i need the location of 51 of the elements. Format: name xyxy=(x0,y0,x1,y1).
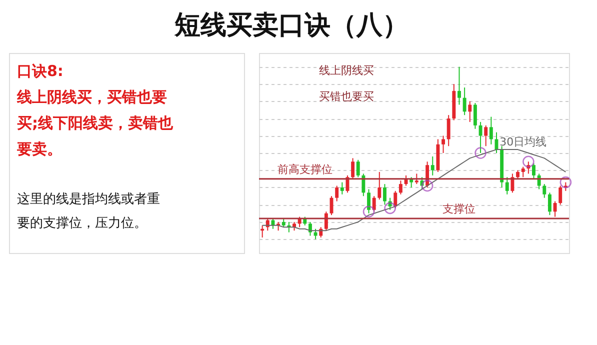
candlestick xyxy=(458,66,461,106)
point xyxy=(421,180,434,192)
candlestick xyxy=(367,188,370,214)
candlestick xyxy=(346,174,350,194)
text: 买;线下阳线卖，卖错也 xyxy=(17,114,174,132)
candlestick xyxy=(335,185,339,202)
text: 要卖。 xyxy=(16,140,62,158)
annotation: 线上阴线买 xyxy=(319,64,374,77)
ref-line-label: 支撑位 xyxy=(442,202,476,216)
candlestick xyxy=(521,166,525,178)
candlestick xyxy=(351,158,355,180)
candlestick xyxy=(430,156,434,176)
point xyxy=(384,202,396,214)
candlestick xyxy=(308,221,312,236)
point xyxy=(362,206,375,218)
candlestick xyxy=(462,86,466,116)
candlestick xyxy=(442,135,445,154)
candlestick xyxy=(548,192,552,216)
point xyxy=(560,176,572,188)
candlestick xyxy=(558,185,562,206)
candlestick xyxy=(505,176,509,195)
candlestick xyxy=(340,182,344,195)
candlestick xyxy=(510,173,514,194)
candlestick xyxy=(532,162,536,180)
candlestick xyxy=(478,121,482,154)
chart-title: 短线买卖口诀（八） xyxy=(173,10,408,40)
candlestick xyxy=(356,159,360,178)
candlestick xyxy=(314,228,318,240)
candlestick xyxy=(271,218,275,230)
candlestick xyxy=(473,102,477,130)
candlestick xyxy=(489,116,493,145)
candlestick xyxy=(446,114,450,147)
candlestick xyxy=(398,180,402,195)
candlestick xyxy=(378,171,382,200)
candlestick xyxy=(362,173,366,197)
text: 线上阴线买，买错也要 xyxy=(16,88,167,106)
candlestick xyxy=(383,184,386,206)
series-label: 30日均线 xyxy=(500,135,547,148)
text: 要的支撑位，压力位。 xyxy=(17,216,147,231)
candlestick xyxy=(484,124,488,147)
candlestick xyxy=(468,100,472,122)
candlestick xyxy=(324,211,328,232)
candlestick xyxy=(553,200,557,218)
ref-line-label: 前高支撑位 xyxy=(277,162,332,176)
candlestick xyxy=(414,173,418,185)
annotation: 买错也要买 xyxy=(319,90,374,103)
text: 口诀8: xyxy=(17,62,64,80)
candlestick xyxy=(542,184,546,198)
text: 这里的线是指均线或者重 xyxy=(17,192,160,207)
point xyxy=(522,156,534,168)
point xyxy=(474,147,486,159)
